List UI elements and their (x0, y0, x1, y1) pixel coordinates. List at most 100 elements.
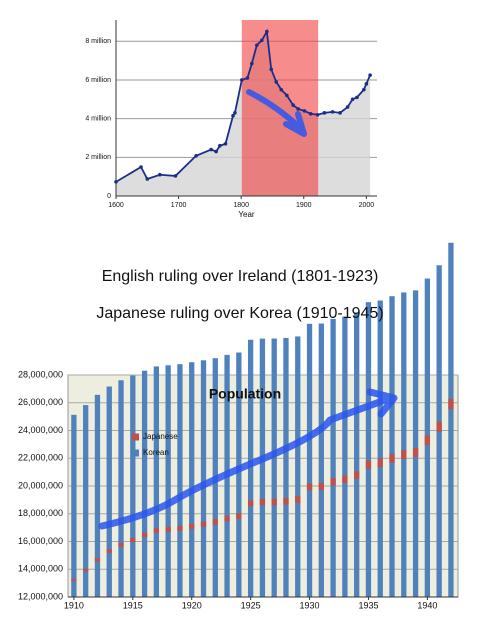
point (274, 80, 279, 84)
bar-segment (342, 475, 348, 484)
bar-segment (401, 292, 407, 597)
x-tick-label: 1800 (233, 202, 249, 209)
bar-segment (448, 242, 454, 598)
point (214, 149, 218, 154)
bar-segment (118, 542, 124, 547)
y-tick-label: 20,000,000 (18, 480, 63, 490)
point (350, 97, 355, 102)
x-tick-label: 1900 (296, 202, 312, 209)
bar-segment (165, 527, 171, 532)
point (296, 107, 300, 111)
y-tick-label: 0 (107, 193, 111, 200)
bar-segment (318, 323, 324, 597)
annotation-arrows (98, 89, 398, 530)
caption: English ruling over Ireland (1801-1923) (102, 268, 379, 285)
bar-segment (141, 532, 148, 538)
point (315, 112, 320, 117)
point (240, 78, 244, 82)
y-tick-label: 22,000,000 (18, 453, 63, 463)
x-tick-label: 1915 (123, 600, 143, 610)
point (223, 141, 228, 146)
y-tick-label: 14,000,000 (18, 564, 63, 574)
point (158, 172, 162, 177)
bar-segment (141, 370, 148, 597)
chart-title: Population (209, 386, 281, 402)
x-tick-label: 2000 (359, 202, 375, 209)
bar-segment (377, 300, 383, 597)
point (338, 111, 342, 115)
x-tick-label: 1925 (241, 600, 261, 610)
point (291, 103, 295, 107)
point (231, 113, 235, 118)
y-tick-label: 2 million (85, 154, 111, 161)
charts: 0 2 million 4 million 6 million 8 million 160… (18, 20, 459, 610)
point (265, 29, 269, 34)
y-tick-label: 28,000,000 (18, 369, 63, 379)
bar-segment (130, 375, 136, 597)
bar-segment (271, 338, 277, 597)
legend-label: Korean (143, 448, 169, 457)
point (233, 111, 237, 115)
bar-segment (165, 365, 171, 597)
y-tick-label: 6 million (85, 77, 111, 84)
bar-segment (118, 380, 124, 597)
x-tick-label: 1910 (64, 600, 84, 610)
x-tick-label: 1935 (358, 600, 378, 610)
bar-segment (212, 519, 218, 525)
x-tick-label: 1940 (417, 600, 437, 610)
bar-segment (295, 336, 301, 597)
point (194, 153, 198, 158)
arrow (98, 396, 389, 530)
y-tick-label: 16,000,000 (18, 536, 63, 546)
point (362, 87, 366, 92)
arrow-head (283, 111, 307, 137)
legend-label: Japanese (143, 432, 178, 441)
bar-segment (283, 497, 289, 505)
bar-segment (177, 525, 183, 531)
legend-swatch (132, 449, 139, 457)
point (269, 67, 274, 72)
point (308, 112, 313, 116)
arrow (246, 89, 301, 129)
bar-segment (130, 537, 136, 543)
point (260, 38, 264, 43)
bar-segment (236, 513, 242, 520)
point (345, 105, 350, 109)
y-tick-label: 26,000,000 (18, 397, 63, 407)
bar-segment (224, 515, 230, 522)
bar-segment (401, 450, 407, 459)
point (173, 174, 178, 178)
bar-segment (189, 523, 195, 529)
point (355, 95, 359, 100)
bar-segment (83, 568, 89, 572)
bar-segment (94, 394, 101, 597)
bar-segment (177, 364, 183, 597)
bar-segment (247, 500, 254, 507)
bar-segment (283, 337, 289, 597)
bar-segment (354, 471, 360, 479)
bar-segment (448, 398, 454, 410)
bar-segment (330, 478, 336, 486)
x-tick-label: 1600 (108, 202, 124, 209)
point (114, 180, 118, 184)
y-tick-label: 4 million (85, 115, 111, 122)
point (322, 111, 327, 115)
x-tick-label: 1930 (300, 600, 320, 610)
y-tick-label: 8 million (85, 38, 111, 45)
bar-segment (342, 316, 348, 597)
bar-segment (106, 386, 112, 597)
y-tick-label: 12,000,000 (18, 591, 63, 601)
bar-segment (271, 498, 277, 506)
x-tick-label: 1920 (182, 600, 202, 610)
bar-segment (236, 352, 242, 597)
bar-segment (200, 521, 207, 527)
bar-segment (83, 405, 89, 597)
bar-segment (330, 318, 336, 597)
point (285, 93, 289, 98)
point (245, 76, 250, 80)
bar-segment (247, 339, 254, 597)
bar-segment (365, 302, 372, 597)
caption: Japanese ruling over Korea (1910-1945) (96, 305, 383, 322)
